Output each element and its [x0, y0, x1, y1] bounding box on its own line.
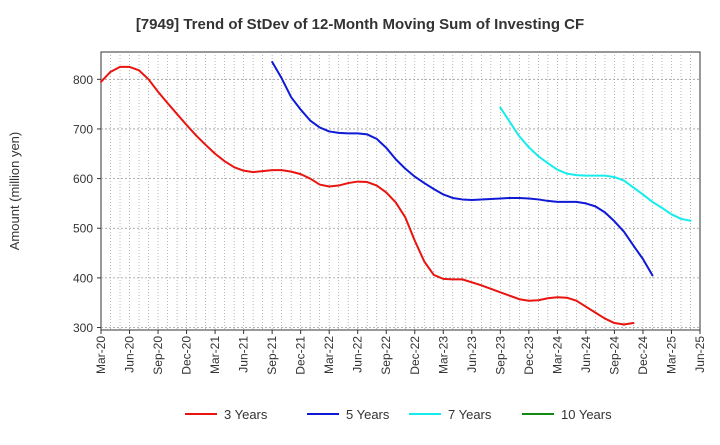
y-tick-label: 400	[73, 271, 93, 285]
x-tick-label: Dec-22	[408, 336, 422, 375]
grid-lines	[101, 52, 700, 330]
x-tick-label: Jun-21	[237, 336, 251, 373]
series-line-1	[100, 65, 635, 326]
x-tick-label: Dec-20	[180, 336, 194, 375]
x-tick-label: Sep-21	[265, 336, 279, 375]
x-tick-label: Dec-23	[522, 336, 536, 375]
x-axis-ticks: Mar-20 Jun-20 Sep-20 Dec-20 Mar-21 Jun-21 Sep-…	[94, 330, 707, 375]
y-tick-label: 500	[73, 222, 93, 236]
series-line-3	[499, 106, 692, 222]
y-axis-ticks: 300 400 500 600 700 800	[73, 73, 101, 335]
plot-area	[100, 51, 701, 331]
y-tick-label: 800	[73, 73, 93, 87]
x-tick-label: Mar-23	[436, 336, 450, 374]
legend-label-3: 7 Years	[448, 407, 492, 422]
x-tick-label: Mar-21	[208, 336, 222, 374]
x-tick-label: Jun-22	[351, 336, 365, 373]
x-tick-label: Mar-25	[664, 336, 678, 374]
series-lines	[100, 60, 692, 326]
legend-label-2: 5 Years	[346, 407, 390, 422]
y-tick-label: 600	[73, 172, 93, 186]
x-tick-label: Sep-22	[379, 336, 393, 375]
y-tick-label: 300	[73, 321, 93, 335]
x-tick-label: Jun-20	[123, 336, 137, 373]
plot-border	[100, 51, 701, 331]
x-tick-label: Jun-23	[465, 336, 479, 373]
x-tick-label: Dec-24	[636, 336, 650, 375]
x-tick-label: Jun-25	[693, 336, 707, 373]
legend-label-4: 10 Years	[561, 407, 612, 422]
x-tick-label: Sep-23	[493, 336, 507, 375]
y-tick-label: 700	[73, 122, 93, 136]
x-tick-label: Sep-20	[151, 336, 165, 375]
x-tick-label: Jun-24	[579, 336, 593, 373]
x-tick-label: Mar-24	[550, 336, 564, 374]
x-tick-label: Mar-22	[322, 336, 336, 374]
chart-title: [7949] Trend of StDev of 12-Month Moving…	[136, 16, 584, 33]
legend: 3 Years 5 Years 7 Years 10 Years	[185, 407, 612, 422]
x-tick-label: Mar-20	[94, 336, 108, 374]
y-axis-label: Amount (million yen)	[7, 132, 22, 251]
x-tick-label: Sep-24	[607, 336, 621, 375]
x-tick-label: Dec-21	[294, 336, 308, 375]
legend-label-1: 3 Years	[224, 407, 268, 422]
series-line-2	[271, 60, 654, 277]
